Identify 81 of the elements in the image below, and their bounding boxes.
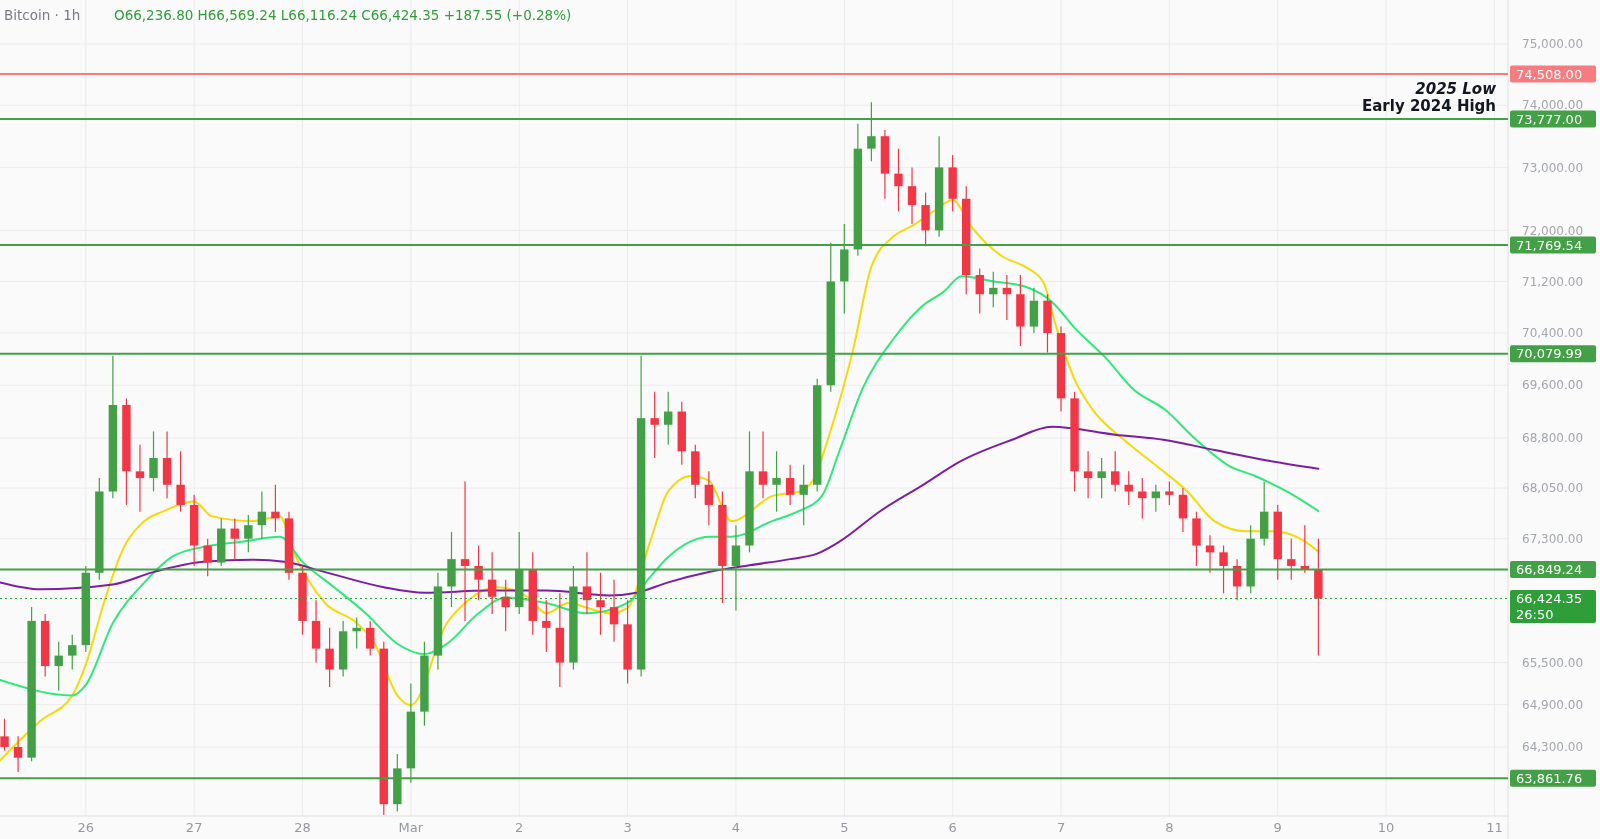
y-tick-label: 68,050.00 [1522,481,1584,496]
candlestick [176,450,185,513]
y-tick-label: 72,000.00 [1522,223,1584,238]
x-tick-label: Mar [398,820,424,835]
candlestick [664,391,673,446]
ref-line-label: 71,769.54 [1516,237,1583,253]
candlestick [1287,538,1296,581]
candlestick [230,517,239,560]
y-tick-label: 71,200.00 [1522,274,1584,289]
ref-line-label: 73,777.00 [1516,111,1583,127]
candlestick [758,430,768,499]
candlestick [1138,477,1147,520]
y-tick-label: 65,500.00 [1522,655,1584,670]
candlestick [1165,480,1174,506]
candlestick [149,430,158,493]
candlestick [501,579,510,632]
candlestick [1151,484,1161,513]
x-tick-label: 26 [77,820,95,835]
x-tick-label: 27 [185,820,203,835]
y-tick-label: 69,600.00 [1522,378,1584,393]
x-tick-label: 11 [1486,820,1503,835]
text: Bitcoin · 1h [4,7,81,23]
x-tick-label: 28 [294,820,311,835]
candlestick [366,620,375,657]
candlestick [0,718,9,752]
candlestick [352,616,361,650]
candlestick [582,551,592,615]
annotation: O66,236.80 H66,569.24 L66,116.24 C66,424.35 +187.55 (+0.28%) [114,7,572,23]
candlestick [799,464,808,526]
candlestick [203,538,212,577]
x-tick-label: 5 [840,820,849,835]
candlestick [596,572,605,636]
candlestick [650,391,659,459]
x-tick-label: 2 [515,820,524,835]
x-tick-label: 10 [1377,820,1395,835]
ref-line-label: 63,861.76 [1516,770,1583,786]
candlestick [1083,450,1093,499]
candlestick [785,464,795,506]
x-tick-label: 8 [1165,820,1174,835]
y-tick-label: 64,900.00 [1522,697,1584,712]
candlestick [325,627,334,688]
candlestick [894,148,903,212]
ref-line-label: 74,508.00 [1516,66,1583,82]
candlestick [487,551,497,615]
text: 26:50 [1516,607,1554,623]
candlestick [460,480,470,622]
candlestick [1097,457,1106,499]
y-tick-label: 68,800.00 [1522,431,1584,446]
annotation: Early 2024 High [1362,97,1496,116]
candlestick [13,735,23,773]
candlestick [68,634,77,671]
x-tick-label: 7 [1056,820,1066,835]
x-tick-label: 3 [623,820,632,835]
y-tick-label: 73,000.00 [1522,160,1584,175]
candlestick [257,490,267,540]
x-tick-label: 9 [1273,820,1282,835]
ref-line-label: 70,079.99 [1516,346,1583,362]
ref-line-label: 66,424.35 [1516,591,1583,607]
y-tick-label: 70,400.00 [1522,326,1584,341]
y-tick-label: 67,300.00 [1522,531,1584,546]
candlestick [271,484,280,533]
candlestick [135,444,145,513]
candlestick [542,599,551,653]
x-tick-label: 6 [948,820,957,835]
candlestick [907,166,917,225]
candlestick [704,470,714,526]
y-tick-label: 74,000.00 [1522,98,1584,113]
x-tick-label: 4 [731,820,741,835]
candlestick [1178,487,1188,533]
candlestick [609,579,619,643]
ref-line-label: 66,849.24 [1516,561,1583,577]
candlestick [54,641,63,692]
candlestick [1219,544,1228,594]
candlestick [1111,450,1120,493]
candlestick [975,268,984,315]
y-tick-label: 75,000.00 [1522,37,1584,52]
annotation: 2025 Low [1415,80,1497,98]
candlestick [244,514,253,553]
candlestick [474,544,483,601]
candlestick [772,450,781,513]
y-tick-label: 64,300.00 [1522,740,1584,755]
